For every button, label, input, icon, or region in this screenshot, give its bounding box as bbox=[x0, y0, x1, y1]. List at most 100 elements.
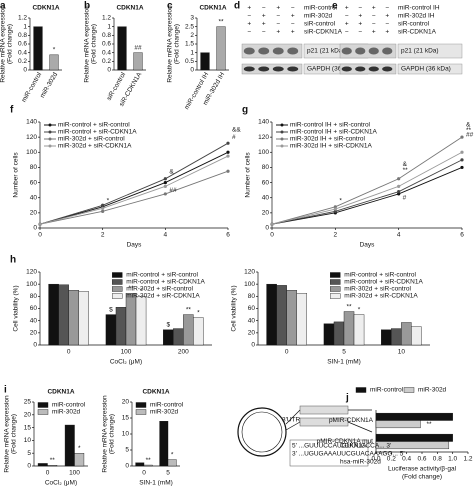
sign: − bbox=[372, 21, 376, 28]
legend-swatch bbox=[403, 387, 415, 393]
bar bbox=[193, 317, 204, 346]
y-tick-label: pMIR-CDKN1A mut bbox=[317, 438, 374, 445]
y-tick-label: 10 bbox=[24, 437, 32, 444]
bar bbox=[333, 321, 345, 346]
alignment-box bbox=[289, 439, 369, 467]
x-tick-label: 4 bbox=[397, 232, 401, 239]
blot-band bbox=[287, 66, 299, 72]
x-tick-label: 6 bbox=[460, 232, 464, 239]
y-tick-label: 80 bbox=[248, 293, 256, 300]
panel-label: i bbox=[4, 385, 7, 396]
significance-mark: ## bbox=[134, 44, 142, 51]
legend-marker bbox=[280, 137, 284, 141]
sign: + bbox=[358, 13, 362, 20]
legend-label: miR-control bbox=[150, 402, 184, 409]
sign: + bbox=[372, 29, 376, 36]
point bbox=[226, 154, 230, 158]
y-tick-label: 0.2 bbox=[18, 58, 27, 65]
x-tick-label: 0 bbox=[270, 232, 274, 239]
panel-label: b bbox=[84, 1, 90, 12]
legend-label: miR-302d bbox=[150, 409, 179, 416]
sequence-box bbox=[299, 405, 349, 415]
y-axis-label: Relative mRNA expression bbox=[167, 5, 174, 83]
row-label: siR-control bbox=[304, 21, 336, 28]
plasmid-circle bbox=[237, 407, 287, 457]
bar bbox=[276, 285, 287, 346]
y-tick-label: 1.2 bbox=[102, 15, 111, 22]
y-axis-label: (Fold change) bbox=[11, 414, 18, 454]
y-tick-label: 20 bbox=[122, 399, 130, 406]
series-line bbox=[39, 170, 229, 225]
y-tick-label: 40 bbox=[248, 317, 256, 324]
band-label: p21 (21 kDa) bbox=[307, 48, 345, 55]
significance-mark: $ bbox=[166, 322, 170, 329]
point bbox=[38, 222, 42, 226]
x-axis-label: (Fold change) bbox=[402, 474, 442, 481]
legend-swatch bbox=[330, 286, 341, 292]
y-tick-label: 40 bbox=[30, 194, 38, 201]
legend-label: miR-302d IH + siR-CDKN1A bbox=[290, 143, 372, 150]
sign: + bbox=[247, 21, 251, 28]
row-label: miR-302d bbox=[304, 13, 333, 20]
x-axis-label: CoCl₂ (μM) bbox=[45, 480, 77, 487]
point bbox=[397, 177, 401, 181]
significance-mark: * bbox=[78, 445, 81, 452]
significance-mark: * bbox=[339, 197, 342, 204]
bar bbox=[391, 328, 402, 346]
legend-swatch bbox=[112, 293, 123, 299]
y-axis-label: Relative mRNA expression bbox=[4, 395, 11, 473]
bar bbox=[353, 314, 365, 346]
bar bbox=[133, 52, 143, 71]
y-tick-label: 0.2 bbox=[102, 58, 111, 65]
x-tick-label: 0 bbox=[142, 470, 146, 477]
legend-swatch bbox=[135, 409, 147, 415]
y-tick-label: 80 bbox=[262, 164, 270, 171]
y-tick-label: 1.2 bbox=[18, 15, 27, 22]
y-tick-label: 60 bbox=[30, 179, 38, 186]
x-tick-label: 0.8 bbox=[433, 456, 442, 463]
legend-label: miR-control + siR-control bbox=[126, 272, 198, 279]
blot-strip bbox=[339, 43, 397, 59]
sign: − bbox=[247, 29, 251, 36]
y-tick-label: 120 bbox=[244, 269, 255, 276]
significance-mark: ** bbox=[50, 457, 56, 464]
legend-label: miR-control + siR-CDKN1A bbox=[58, 129, 137, 136]
band-label: p21 (21 kDa) bbox=[401, 48, 439, 55]
legend-label: miR-302d IH + siR-control bbox=[290, 136, 366, 143]
y-tick-label: 0 bbox=[27, 463, 31, 470]
panel-label: j bbox=[345, 393, 349, 404]
diagram-label: CDKN1A bbox=[340, 443, 367, 450]
x-tick-label: 0 bbox=[67, 349, 71, 356]
y-axis-label: Number of cells bbox=[13, 152, 20, 198]
point bbox=[163, 192, 167, 196]
bar bbox=[125, 293, 137, 346]
y-tick-label: 20 bbox=[248, 330, 256, 337]
legend-label: miR-302d + siR-control bbox=[344, 286, 411, 293]
x-tick-label: 2 bbox=[101, 232, 105, 239]
diagram-label: hsa-miR-302d bbox=[340, 459, 381, 466]
bar bbox=[183, 314, 194, 346]
band-label-box bbox=[397, 63, 463, 75]
row-label: siR-control bbox=[398, 21, 430, 28]
bar bbox=[74, 453, 85, 467]
y-tick-label: 100 bbox=[26, 149, 37, 156]
legend-marker bbox=[48, 130, 52, 134]
x-tick-label: 4 bbox=[164, 232, 168, 239]
bar bbox=[159, 421, 169, 467]
significance-mark: ** bbox=[218, 18, 224, 25]
point bbox=[226, 141, 230, 145]
bar bbox=[296, 293, 307, 346]
point bbox=[460, 158, 464, 162]
chart-title: CDKN1A bbox=[47, 389, 74, 396]
row-label: siR-CDKN1A bbox=[398, 29, 437, 36]
y-tick-label: pMIR-CDKN1A bbox=[329, 417, 374, 424]
legend-label: miR-302d bbox=[418, 387, 447, 394]
significance-mark: ** bbox=[403, 167, 409, 174]
bar bbox=[78, 291, 89, 346]
legend-label: miR-control + siR-control bbox=[344, 272, 416, 279]
y-axis-label: (Fold change) bbox=[91, 24, 98, 64]
y-tick-label: 100 bbox=[244, 281, 255, 288]
y-tick-label: 0 bbox=[107, 67, 111, 74]
y-axis-label: Number of cells bbox=[245, 152, 252, 198]
